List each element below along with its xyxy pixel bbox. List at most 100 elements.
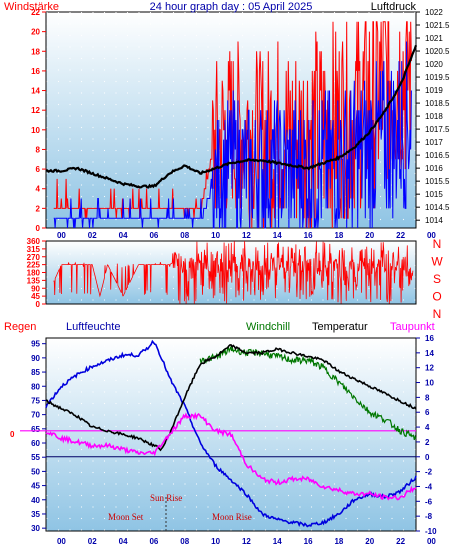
pressure-ytick-4: 1016	[425, 164, 443, 173]
direction-ytick-2: 90	[31, 284, 40, 293]
pressure-ytick-12: 1020	[425, 60, 443, 69]
direction-ytick-0: 0	[36, 300, 41, 309]
compass-label-3: O	[432, 290, 441, 304]
wind-ytick-9: 18	[31, 47, 40, 56]
pressure-ytick-16: 1022	[425, 8, 443, 17]
humidity-ytick-3: 45	[31, 482, 40, 491]
compass-label-1: W	[431, 255, 443, 269]
legend-rain: Regen	[4, 321, 36, 333]
humidity-ytick-9: 75	[31, 396, 40, 405]
pressure-ytick-9: 1018.5	[425, 99, 450, 108]
wind-label: Windstärke	[4, 1, 59, 13]
humidity-ytick-5: 55	[31, 453, 40, 462]
temp-xtick-3: 06	[149, 537, 158, 546]
temp-ytick-8: 6	[425, 408, 430, 417]
wind-ytick-1: 2	[36, 204, 41, 213]
legend-dewpoint: Taupunkt	[390, 321, 435, 333]
temp-xtick-12: 00	[427, 537, 436, 546]
pressure-ytick-14: 1021	[425, 34, 443, 43]
wind-xtick-3: 06	[149, 231, 158, 240]
humidity-ytick-8: 70	[31, 411, 40, 420]
legend-humidity: Luftfeuchte	[66, 321, 120, 333]
wind-ytick-0: 0	[36, 224, 41, 233]
humidity-ytick-12: 90	[31, 354, 40, 363]
temp-xtick-2: 04	[119, 537, 128, 546]
direction-ytick-1: 45	[31, 292, 40, 301]
wind-xtick-4: 08	[180, 231, 189, 240]
pressure-ytick-2: 1015	[425, 190, 443, 199]
wind-ytick-10: 20	[31, 28, 40, 37]
sun-rise-label: Sun Rise	[150, 493, 182, 503]
rain-zero-label: 0	[10, 430, 15, 439]
wind-ytick-2: 4	[36, 185, 41, 194]
pressure-label: Luftdruck	[371, 1, 417, 13]
temp-xtick-1: 02	[88, 537, 97, 546]
wind-xtick-9: 18	[334, 231, 343, 240]
pressure-ytick-6: 1017	[425, 138, 443, 147]
temp-xtick-6: 12	[242, 537, 251, 546]
humidity-ytick-4: 50	[31, 467, 40, 476]
wind-xtick-11: 22	[396, 231, 405, 240]
temp-xtick-9: 18	[334, 537, 343, 546]
pressure-ytick-7: 1017.5	[425, 125, 450, 134]
direction-ytick-5: 225	[27, 261, 41, 270]
pressure-ytick-11: 1019.5	[425, 73, 450, 82]
chart-title: 24 hour graph day : 05 April 2025	[150, 1, 313, 13]
wind-xtick-12: 00	[427, 231, 436, 240]
wind-ytick-6: 12	[31, 106, 40, 115]
humidity-ytick-7: 65	[31, 425, 40, 434]
moon-rise-label: Moon Rise	[212, 512, 252, 522]
humidity-ytick-0: 30	[31, 524, 40, 533]
wind-ytick-4: 8	[36, 145, 41, 154]
humidity-ytick-11: 85	[31, 368, 40, 377]
temp-ytick-0: -10	[425, 527, 437, 536]
temp-ytick-13: 16	[425, 334, 434, 343]
humidity-ytick-13: 95	[31, 340, 40, 349]
direction-ytick-3: 135	[27, 276, 41, 285]
direction-ytick-7: 315	[27, 245, 41, 254]
wind-xtick-10: 20	[365, 231, 374, 240]
temp-ytick-9: 8	[425, 393, 430, 402]
wind-gust-line	[53, 41, 412, 229]
pressure-ytick-13: 1020.5	[425, 47, 450, 56]
temp-xtick-4: 08	[180, 537, 189, 546]
pressure-ytick-3: 1015.5	[425, 177, 450, 186]
temp-ytick-10: 10	[425, 379, 434, 388]
wind-ytick-7: 14	[31, 87, 40, 96]
wind-xtick-5: 10	[211, 231, 220, 240]
wind-direction-line	[53, 241, 414, 304]
temp-xtick-10: 20	[365, 537, 374, 546]
legend-temperature: Temperatur	[312, 321, 368, 333]
temp-xtick-5: 10	[211, 537, 220, 546]
temp-ytick-1: -8	[425, 512, 433, 521]
temp-ytick-3: -4	[425, 482, 433, 491]
direction-ytick-6: 270	[27, 253, 41, 262]
pressure-ytick-1: 1014.5	[425, 203, 450, 212]
legend-windchill: Windchill	[246, 321, 290, 333]
temp-xtick-8: 16	[304, 537, 313, 546]
temp-ytick-5: 0	[425, 453, 430, 462]
humidity-ytick-2: 40	[31, 496, 40, 505]
wind-ytick-3: 6	[36, 165, 41, 174]
temp-ytick-11: 12	[425, 364, 434, 373]
temp-ytick-6: 2	[425, 438, 430, 447]
wind-xtick-7: 14	[273, 231, 282, 240]
temperature-line	[45, 344, 417, 452]
wind-ytick-8: 16	[31, 67, 40, 76]
windchill-line	[199, 345, 417, 441]
pressure-line	[45, 44, 418, 189]
humidity-line	[45, 339, 417, 528]
wind-xtick-0: 00	[57, 231, 66, 240]
temp-xtick-7: 14	[273, 537, 282, 546]
temp-ytick-4: -2	[425, 468, 433, 477]
humidity-ytick-1: 35	[31, 510, 40, 519]
compass-label-0: N	[433, 237, 442, 251]
humidity-ytick-6: 60	[31, 439, 40, 448]
wind-xtick-6: 12	[242, 231, 251, 240]
temp-ytick-7: 4	[425, 423, 430, 432]
compass-label-4: N	[433, 307, 442, 321]
wind-xtick-1: 02	[88, 231, 97, 240]
pressure-ytick-8: 1018	[425, 112, 443, 121]
temp-xtick-0: 00	[57, 537, 66, 546]
